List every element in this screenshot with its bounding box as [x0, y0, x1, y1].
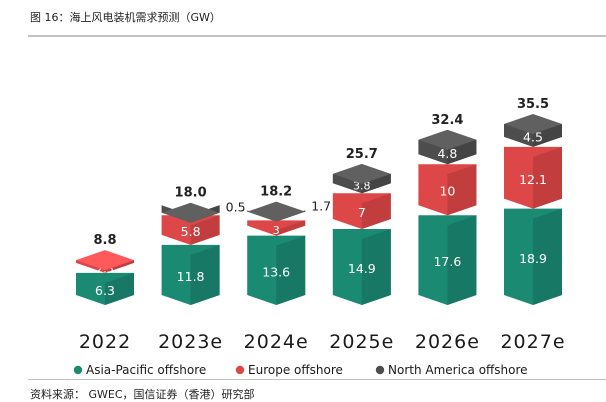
bar-2026e-seg-1-side [447, 164, 477, 216]
bar-2024e-seg-1-side [276, 220, 306, 236]
x-tick-label-2023e: 2023e [158, 331, 223, 353]
legend-label-2: North America offshore [388, 363, 528, 377]
title-divider [28, 35, 606, 37]
bar-2027e-seg-1-side [533, 146, 562, 209]
x-tick-label-2024e: 2024e [244, 331, 309, 353]
bar-2025e-seg-1-side [361, 193, 391, 230]
x-tick-label-2026e: 2026e [415, 331, 480, 353]
bar-2027e-seg-0-side [533, 208, 562, 305]
bar-2023e-cap [161, 202, 220, 223]
legend-label-0: Asia-Pacific offshore [86, 363, 206, 377]
total-label-2025e: 25.7 [346, 147, 378, 162]
bar-label-2024e-seg-1: 3 [273, 224, 280, 237]
bar-2024e-seg-1 [247, 220, 306, 236]
bar-2027e-cap [504, 113, 562, 134]
bar-2022-seg-1-side [105, 260, 134, 273]
total-label-2026e: 32.4 [431, 113, 463, 128]
legend-marker-1 [235, 365, 245, 375]
bar-2026e-seg-2-side [447, 139, 477, 165]
outside-label-2024e: 1.7 [311, 199, 331, 214]
total-label-2023e: 18.0 [175, 186, 207, 201]
bar-2023e-seg-1-side [190, 215, 220, 245]
total-label-2027e: 35.5 [517, 97, 549, 112]
total-label-2024e: 18.2 [260, 185, 292, 200]
bar-2026e-cap [418, 129, 477, 150]
bar-label-2027e-seg-0: 18.9 [519, 251, 547, 266]
bar-2024e-seg-0-side [276, 235, 306, 305]
bar-2024e-cap [247, 201, 306, 222]
figure-title: 图 16：海上风电装机需求预测（GW） [30, 11, 221, 24]
source-divider [28, 379, 606, 380]
x-tick-label-2022: 2022 [79, 331, 131, 353]
bar-label-2024e-seg-0: 13.6 [262, 264, 290, 279]
bar-2025e-seg-2-side [361, 173, 391, 194]
bar-2025e-cap [332, 163, 391, 184]
legend-label-1: Europe offshore [248, 363, 343, 377]
bar-2022-cap [76, 250, 134, 271]
x-tick-label-2025e: 2025e [329, 331, 394, 353]
bar-label-2025e-seg-1: 7 [358, 205, 366, 220]
bar-2022-seg-0-side [105, 272, 134, 305]
bar-label-2026e-seg-0: 17.6 [433, 254, 461, 269]
x-tick-label-2027e: 2027e [500, 331, 565, 353]
bar-2027e-seg-2-side [533, 123, 562, 147]
bar-label-2023e-seg-0: 11.8 [177, 269, 205, 284]
bar-label-2025e-seg-0: 14.9 [348, 261, 376, 276]
bar-label-2026e-seg-2: 4.8 [437, 146, 457, 161]
bar-label-2025e-seg-2: 3.8 [353, 180, 371, 193]
source-note: 资料来源： GWEC，国信证券（香港）研究部 [30, 388, 255, 401]
total-label-2022: 8.8 [93, 233, 116, 248]
bar-label-2023e-seg-1: 5.8 [181, 224, 201, 239]
bar-label-2022-seg-0: 6.3 [95, 283, 115, 298]
outside-label-2023e: 0.5 [226, 200, 246, 215]
bar-2023e-seg-0-side [190, 244, 220, 305]
legend-marker-0 [73, 365, 83, 375]
legend-marker-2 [375, 365, 385, 375]
bar-label-2027e-seg-1: 12.1 [519, 172, 547, 187]
bar-2025e-seg-0-side [361, 229, 391, 305]
bar-label-2026e-seg-1: 10 [439, 184, 455, 199]
bar-2026e-seg-0-side [447, 215, 477, 305]
bar-label-2027e-seg-2: 4.5 [523, 129, 543, 144]
